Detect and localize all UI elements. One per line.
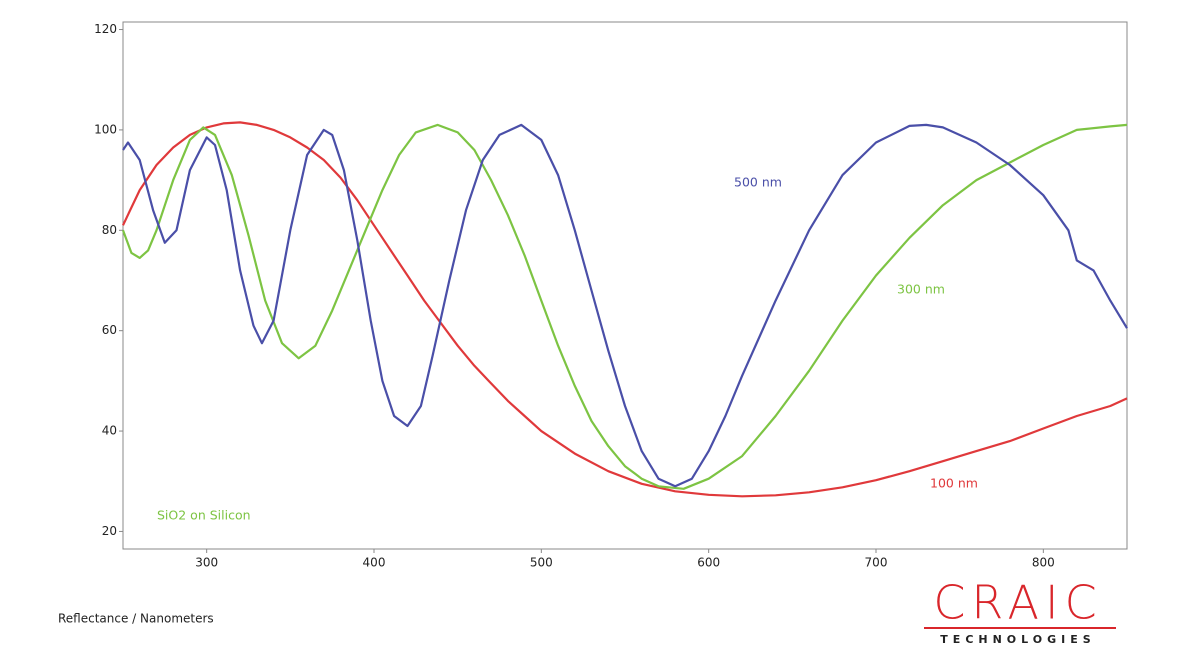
x-tick-label: 600: [697, 556, 720, 570]
y-tick-label: 120: [94, 22, 117, 36]
series-line: [122, 123, 1128, 488]
series-label: 500 nm: [734, 175, 782, 190]
y-tick-label: 100: [94, 122, 117, 136]
y-tick-label: 60: [102, 323, 117, 337]
y-tick-label: 40: [102, 424, 117, 438]
x-tick-label: 800: [1032, 556, 1055, 570]
x-tick-label: 500: [530, 556, 553, 570]
logo-tagline: TECHNOLOGIES: [940, 633, 1095, 646]
x-tick-label: 400: [363, 556, 386, 570]
series-label: 100 nm: [930, 476, 978, 491]
y-tick-label: 20: [102, 524, 117, 538]
series-line: [121, 123, 1128, 490]
footer: Reflectance / Nanometers: [58, 612, 214, 626]
logo-name: CRAIC: [933, 576, 1102, 630]
series-label: 300 nm: [897, 282, 945, 297]
x-tick-label: 700: [865, 556, 888, 570]
series-line: [122, 121, 1128, 498]
plot-frame: [122, 21, 1128, 550]
x-tick-label: 300: [195, 556, 218, 570]
annotation: SiO2 on Silicon: [157, 508, 251, 523]
y-tick-label: 80: [102, 223, 117, 237]
